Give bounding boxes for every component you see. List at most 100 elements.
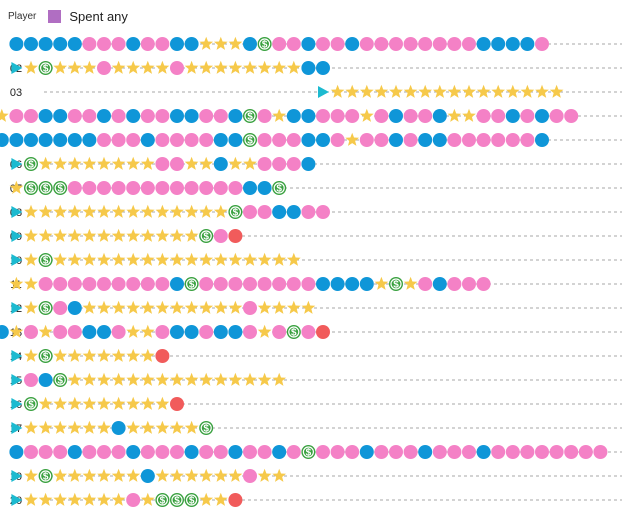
star-marker xyxy=(228,252,243,266)
start-marker xyxy=(11,350,23,362)
pink-event-marker xyxy=(97,445,111,459)
blue-event-marker xyxy=(359,277,374,291)
pink-event-marker xyxy=(24,445,38,459)
pink-event-marker xyxy=(199,445,214,459)
star-marker xyxy=(24,348,38,362)
player-row: 14$ xyxy=(10,348,622,363)
star-marker xyxy=(111,252,126,266)
pink-event-marker xyxy=(462,277,476,291)
dollar-sign: $ xyxy=(28,400,34,411)
star-marker xyxy=(53,228,68,242)
star-marker xyxy=(111,396,126,410)
star-marker xyxy=(228,156,243,170)
star-marker xyxy=(213,252,228,266)
star-marker xyxy=(126,60,141,74)
star-marker xyxy=(403,84,418,98)
star-marker xyxy=(213,60,228,74)
start-marker xyxy=(11,422,23,434)
star-marker xyxy=(126,228,141,242)
star-marker xyxy=(97,252,111,266)
pink-event-marker xyxy=(155,445,170,459)
pink-event-marker xyxy=(257,157,272,171)
blue-event-marker xyxy=(53,133,68,147)
dollar-marker: $ xyxy=(272,181,287,195)
pink-event-marker xyxy=(330,37,345,51)
blue-event-marker xyxy=(38,37,53,51)
star-marker xyxy=(126,156,141,170)
dollar-ring xyxy=(200,230,212,242)
blue-event-marker xyxy=(389,109,403,123)
pink-event-marker xyxy=(155,133,170,147)
star-marker xyxy=(170,468,184,482)
star-marker xyxy=(345,132,360,146)
player-row: 06$ xyxy=(10,156,622,171)
pink-event-marker xyxy=(316,445,330,459)
pink-event-marker xyxy=(272,325,287,339)
pink-event-marker xyxy=(330,445,345,459)
blue-event-marker xyxy=(24,37,38,51)
pink-event-marker xyxy=(155,109,170,123)
dollar-ring xyxy=(39,182,52,194)
pink-event-marker xyxy=(82,181,97,195)
start-marker xyxy=(11,62,23,74)
dollar-ring xyxy=(39,62,52,74)
star-marker xyxy=(67,348,82,362)
star-marker xyxy=(53,60,68,74)
pink-event-marker xyxy=(126,181,141,195)
star-marker xyxy=(82,204,97,218)
pink-event-marker xyxy=(111,181,126,195)
star-marker xyxy=(213,36,228,50)
pink-event-marker xyxy=(301,205,316,219)
pink-event-marker xyxy=(549,109,564,123)
dollar-ring xyxy=(288,326,300,338)
blue-event-marker xyxy=(82,325,97,339)
pink-event-marker xyxy=(126,493,141,507)
blue-event-marker xyxy=(301,157,316,171)
star-marker xyxy=(213,492,228,506)
blue-event-marker xyxy=(272,445,287,459)
dollar-ring xyxy=(39,302,52,314)
blue-event-marker xyxy=(67,445,82,459)
star-marker xyxy=(53,468,68,482)
star-marker xyxy=(67,228,82,242)
blue-event-marker xyxy=(24,133,38,147)
star-marker xyxy=(228,372,243,386)
star-marker xyxy=(126,468,141,482)
star-marker xyxy=(82,228,97,242)
star-marker xyxy=(24,204,38,218)
blue-event-marker xyxy=(213,325,228,339)
blue-event-marker xyxy=(38,109,53,123)
star-marker xyxy=(82,156,97,170)
star-marker xyxy=(170,204,184,218)
pink-event-marker xyxy=(155,325,170,339)
star-marker xyxy=(126,300,141,314)
pink-event-marker xyxy=(272,157,287,171)
star-marker xyxy=(243,156,257,170)
start-marker xyxy=(11,494,23,506)
star-marker xyxy=(126,204,141,218)
star-marker xyxy=(243,252,257,266)
start-marker xyxy=(11,470,23,482)
dollar-marker: $ xyxy=(24,181,38,195)
star-marker xyxy=(24,420,38,434)
star-marker xyxy=(53,204,68,218)
star-marker xyxy=(82,300,97,314)
star-marker xyxy=(24,276,38,290)
pink-event-marker xyxy=(140,109,155,123)
star-marker xyxy=(24,252,38,266)
blue-event-marker xyxy=(389,133,403,147)
blue-event-marker xyxy=(505,37,520,51)
dollar-ring xyxy=(244,134,256,146)
dollar-ring xyxy=(229,206,241,218)
pink-event-marker xyxy=(243,469,257,483)
star-marker xyxy=(374,84,389,98)
blue-event-marker xyxy=(126,445,141,459)
star-marker xyxy=(155,420,170,434)
blue-event-marker xyxy=(9,37,24,51)
star-marker xyxy=(476,84,491,98)
pink-event-marker xyxy=(67,109,82,123)
blue-event-marker xyxy=(301,61,316,75)
dollar-sign: $ xyxy=(57,184,63,195)
player-row: 04$ xyxy=(0,108,622,123)
star-marker xyxy=(213,372,228,386)
